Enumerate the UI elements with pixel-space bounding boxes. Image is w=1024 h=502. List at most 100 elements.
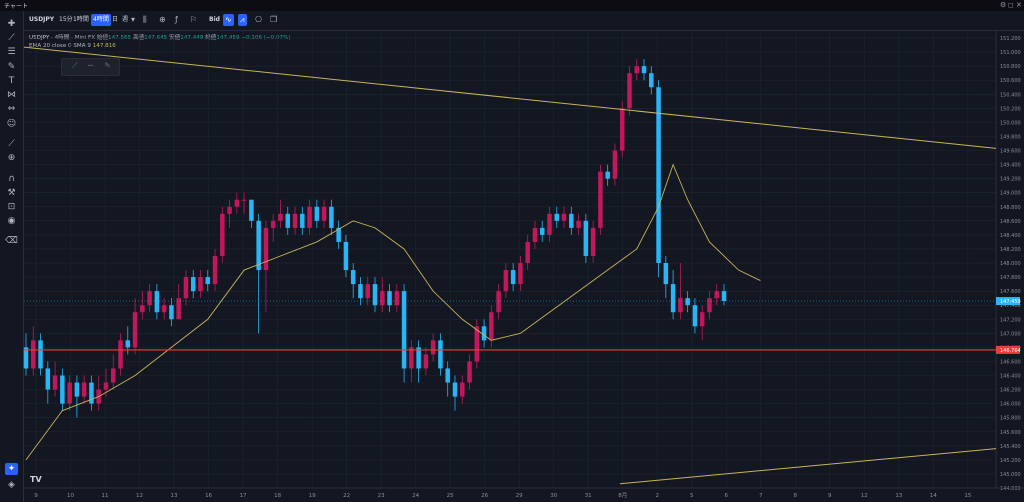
y-tick-label: 146.000 bbox=[1000, 402, 1021, 408]
crosshair-icon[interactable]: ✚ bbox=[7, 19, 16, 29]
y-tick-label: 147.400 bbox=[1000, 303, 1021, 309]
candle-body bbox=[474, 326, 480, 362]
y-tick-label: 144.800 bbox=[1000, 486, 1021, 492]
candle-body bbox=[394, 291, 400, 306]
maximize-icon[interactable]: ◻ bbox=[1008, 1, 1014, 9]
x-tick-label: 16 bbox=[205, 493, 212, 499]
x-tick-label: 23 bbox=[378, 493, 385, 499]
fib-icon[interactable]: ☰ bbox=[7, 47, 16, 57]
compare-icon[interactable]: ⫼ bbox=[143, 15, 147, 24]
copy-icon[interactable]: ❐ bbox=[270, 15, 278, 24]
symbol-selector[interactable]: USDJPY bbox=[29, 16, 55, 23]
ema-legend[interactable]: EMA 20 close 0 SMA 9 147.816 bbox=[29, 43, 116, 49]
candle-body bbox=[176, 298, 181, 320]
candle-body bbox=[714, 291, 719, 299]
y-tick-label: 150.800 bbox=[1000, 64, 1021, 70]
x-tick-label: 24 bbox=[412, 493, 419, 499]
current-price-badge bbox=[996, 297, 1020, 306]
text-icon[interactable]: T bbox=[8, 76, 15, 86]
y-tick-label: 150.000 bbox=[1000, 120, 1021, 126]
ema-value: 147.816 bbox=[92, 43, 116, 49]
hline-tool-icon[interactable]: ─ bbox=[88, 61, 93, 70]
ruler-icon[interactable]: ⟋ bbox=[8, 139, 15, 149]
alerts-icon[interactable]: ⚐ bbox=[190, 15, 198, 24]
candle-body bbox=[641, 66, 647, 74]
close-icon[interactable]: ✕ bbox=[1016, 1, 1022, 9]
favorite-icon[interactable]: ✦ bbox=[5, 463, 18, 475]
area-chart-icon[interactable]: ⩘ bbox=[238, 14, 247, 26]
line-chart-icon[interactable]: ∿ bbox=[223, 14, 234, 26]
candle-body bbox=[38, 340, 43, 369]
pattern-icon[interactable]: ⋈ bbox=[7, 90, 16, 100]
y-tick-label: 145.000 bbox=[1000, 472, 1021, 478]
candle-body bbox=[721, 291, 727, 301]
interval-1h[interactable]: 1時間 bbox=[73, 16, 89, 23]
candle-body bbox=[205, 277, 211, 285]
interval-week[interactable]: 週 bbox=[122, 16, 129, 23]
x-tick-label: 10 bbox=[67, 493, 74, 499]
candle-body bbox=[452, 382, 458, 397]
interval-15m[interactable]: 15分 bbox=[59, 16, 73, 23]
candle-body bbox=[590, 227, 596, 256]
candle-body bbox=[685, 298, 690, 306]
zoom-icon[interactable]: ⊕ bbox=[7, 153, 16, 163]
x-tick-label: 12 bbox=[136, 493, 143, 499]
edit-tool-icon[interactable]: ✎ bbox=[104, 61, 111, 70]
candle-body bbox=[619, 108, 625, 151]
x-tick-label: 19 bbox=[309, 493, 316, 499]
trash-icon[interactable]: ⌫ bbox=[5, 236, 18, 246]
candle-body bbox=[380, 291, 385, 306]
x-tick-label: 13 bbox=[171, 493, 178, 499]
candle-body bbox=[365, 284, 370, 299]
magnet-icon[interactable]: ∩ bbox=[8, 174, 15, 184]
y-tick-label: 150.400 bbox=[1000, 92, 1021, 98]
candle-body bbox=[518, 263, 523, 285]
settings-icon[interactable]: ⚙ bbox=[1000, 1, 1007, 9]
trendline-icon[interactable]: ⟋ bbox=[8, 33, 15, 43]
candle-body bbox=[234, 199, 240, 207]
x-tick-label: 13 bbox=[895, 493, 902, 499]
candle-body bbox=[198, 277, 203, 292]
interval-4h[interactable]: 4時間 bbox=[91, 14, 111, 26]
candle-body bbox=[212, 255, 218, 285]
candle-body bbox=[154, 291, 160, 313]
candle-body bbox=[569, 213, 574, 228]
candle-body bbox=[336, 227, 341, 242]
dropdown-icon[interactable]: ▾ bbox=[131, 15, 136, 24]
y-tick-label: 145.800 bbox=[1000, 416, 1021, 422]
support-price-label: 146.764 bbox=[1000, 348, 1021, 354]
interval-day[interactable]: 日 bbox=[112, 16, 119, 23]
lock-icon[interactable]: ⊡ bbox=[7, 202, 16, 212]
candle-body bbox=[147, 291, 152, 306]
current-price-label: 147.459 bbox=[1000, 299, 1021, 305]
candle-body bbox=[241, 199, 247, 201]
snapshot-icon[interactable]: ⎔ bbox=[255, 15, 262, 24]
measure-icon[interactable]: ⇔ bbox=[7, 104, 16, 114]
layers-icon[interactable]: ◈ bbox=[8, 480, 15, 490]
line-tool-icon[interactable]: ⟋ bbox=[72, 61, 78, 70]
brush-icon[interactable]: ✎ bbox=[7, 62, 16, 72]
candle-body bbox=[190, 277, 196, 292]
candle-body bbox=[605, 171, 610, 179]
x-tick-label: 22 bbox=[343, 493, 350, 499]
y-tick-label: 149.600 bbox=[1000, 149, 1021, 155]
x-tick-label: 29 bbox=[516, 493, 523, 499]
candle-body bbox=[387, 291, 392, 306]
add-indicator-icon[interactable]: ⊕ bbox=[159, 15, 166, 24]
candle-body bbox=[52, 375, 58, 390]
candle-body bbox=[532, 227, 538, 242]
candle-body bbox=[583, 220, 589, 256]
indicators-icon[interactable]: ƒ bbox=[175, 15, 178, 24]
y-tick-label: 146.600 bbox=[1000, 359, 1021, 365]
x-tick-label: 15 bbox=[964, 493, 971, 499]
lock-draw-icon[interactable]: ⚒ bbox=[7, 188, 16, 198]
candle-body bbox=[329, 206, 334, 228]
eye-icon[interactable]: ◉ bbox=[7, 216, 16, 226]
y-tick-label: 150.200 bbox=[1000, 106, 1021, 112]
y-tick-label: 151.200 bbox=[1000, 36, 1021, 42]
bid-toggle[interactable]: Bid bbox=[209, 16, 220, 23]
y-tick-label: 149.200 bbox=[1000, 177, 1021, 183]
emoji-icon[interactable]: ☺ bbox=[6, 119, 17, 129]
drawing-toolbar: ✚ ⟋ ☰ ✎ T ⋈ ⇔ ☺ ⟋ ⊕ ∩ ⚒ ⊡ ◉ ⌫ ✦ ◈ bbox=[0, 11, 24, 502]
